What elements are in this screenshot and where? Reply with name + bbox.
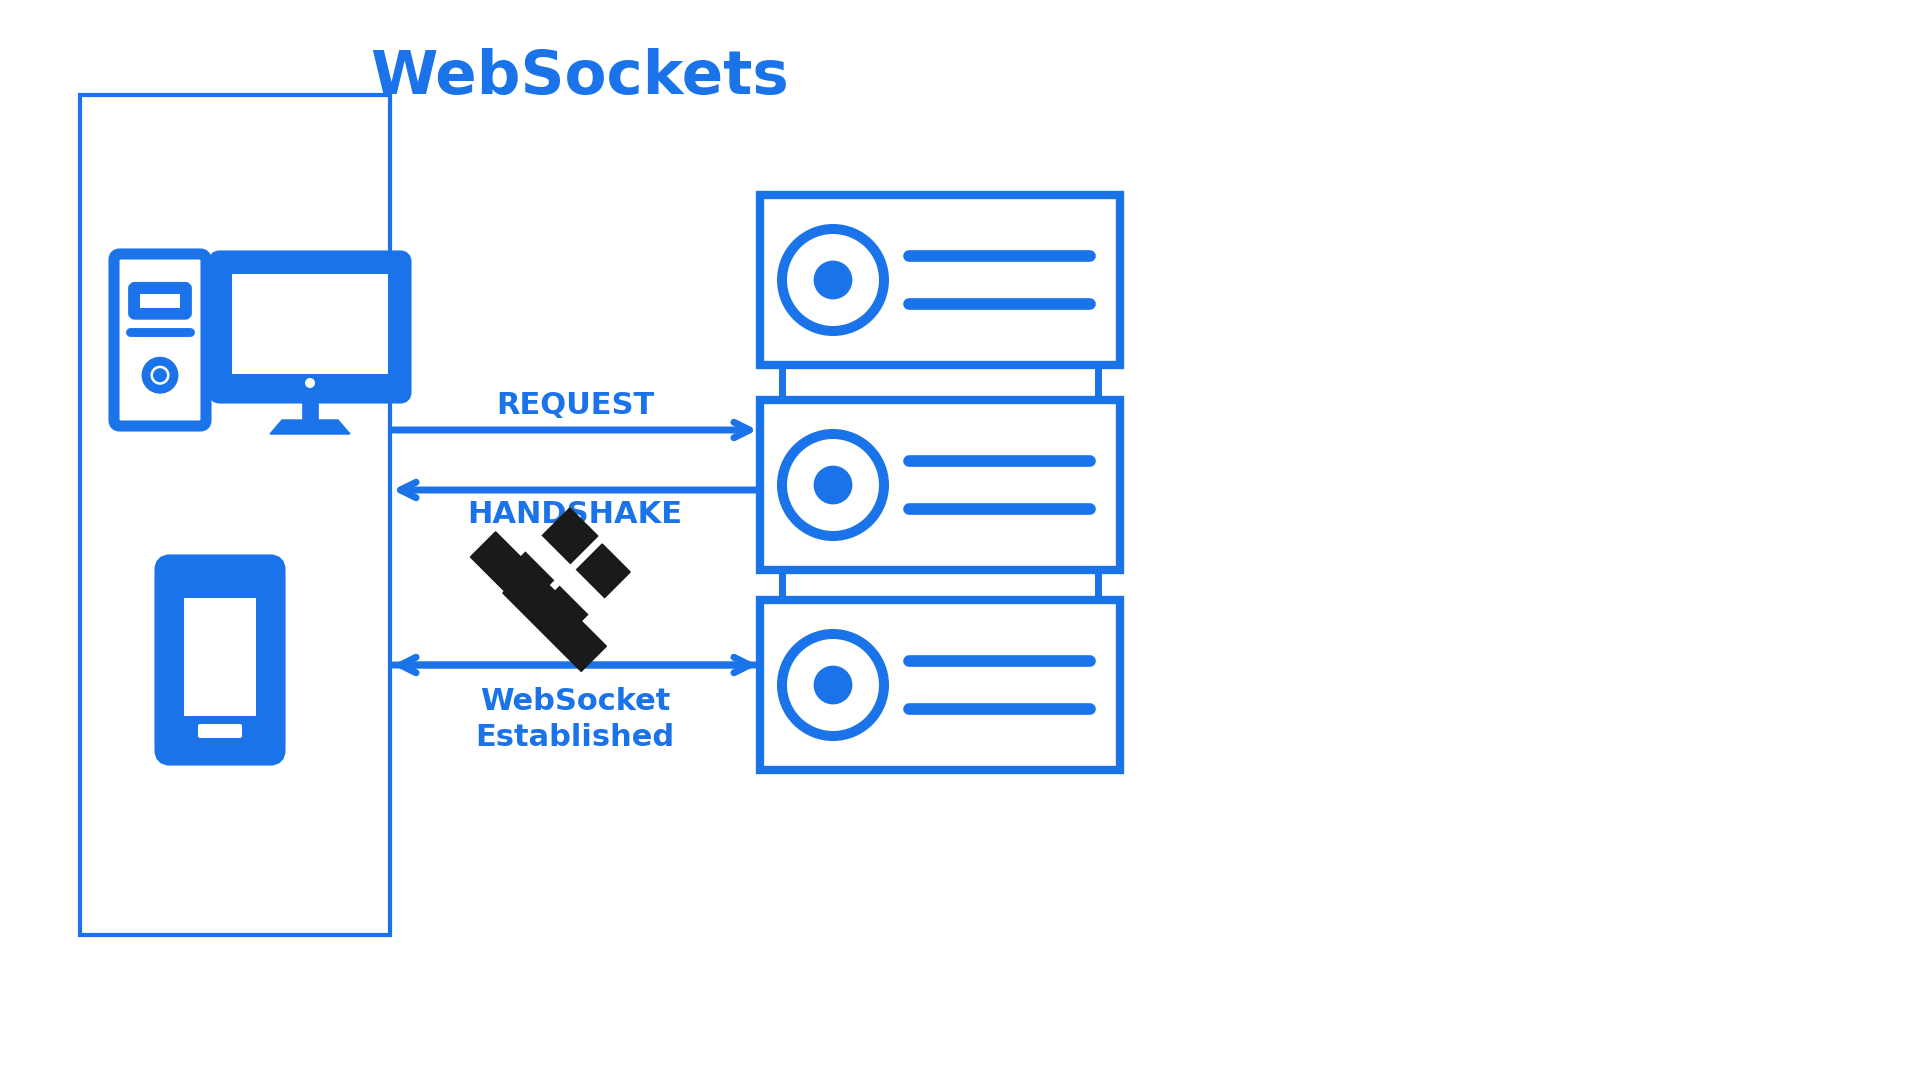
Circle shape (146, 361, 175, 389)
Circle shape (154, 368, 167, 382)
Polygon shape (532, 544, 630, 642)
Bar (221, 374, 399, 392)
Circle shape (781, 634, 883, 735)
Circle shape (305, 378, 315, 388)
Circle shape (814, 465, 852, 504)
FancyBboxPatch shape (184, 598, 255, 716)
FancyBboxPatch shape (213, 256, 405, 399)
Circle shape (781, 434, 883, 536)
Text: HANDSHAKE: HANDSHAKE (467, 500, 682, 529)
Polygon shape (470, 531, 574, 635)
Circle shape (814, 665, 852, 704)
Text: WebSocket: WebSocket (480, 687, 670, 716)
FancyBboxPatch shape (198, 724, 242, 738)
Polygon shape (271, 420, 349, 434)
FancyBboxPatch shape (760, 195, 1119, 365)
FancyBboxPatch shape (760, 600, 1119, 770)
Text: WebSockets: WebSockets (371, 48, 789, 107)
FancyBboxPatch shape (113, 254, 205, 426)
FancyBboxPatch shape (760, 400, 1119, 570)
Circle shape (781, 229, 883, 330)
FancyBboxPatch shape (232, 274, 388, 380)
FancyBboxPatch shape (140, 294, 180, 308)
Polygon shape (503, 568, 607, 672)
Polygon shape (499, 508, 597, 606)
Text: REQUEST: REQUEST (495, 391, 655, 420)
Circle shape (814, 260, 852, 299)
FancyBboxPatch shape (159, 561, 280, 760)
FancyBboxPatch shape (132, 286, 188, 315)
Polygon shape (522, 534, 607, 617)
Text: Established: Established (476, 723, 674, 752)
Bar (81, 95, 390, 935)
